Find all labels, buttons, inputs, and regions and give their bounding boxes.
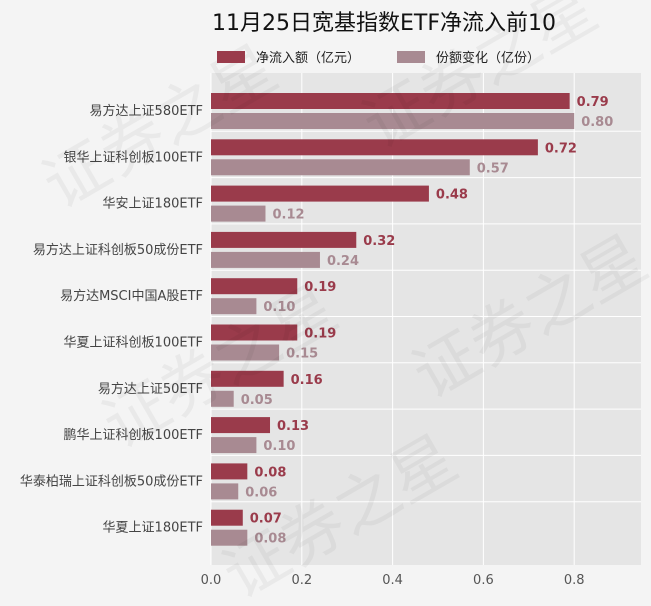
value-label-net-inflow: 0.07 — [250, 512, 282, 527]
label-layer: 0.0 0.2 0.4 0.6 0.8 0.79 0.80 易方达上证580ETF 0.72 0.… — [20, 95, 613, 588]
bar-net-inflow — [211, 278, 298, 295]
category-label: 易方达上证50ETF — [98, 381, 203, 397]
value-label-share-change: 0.15 — [286, 347, 318, 362]
value-label-net-inflow: 0.13 — [277, 419, 309, 434]
value-label-net-inflow: 0.72 — [545, 141, 577, 156]
bar-share-change — [211, 159, 470, 176]
value-label-share-change: 0.08 — [254, 532, 286, 547]
value-label-net-inflow: 0.16 — [291, 373, 323, 388]
category-label: 华夏上证180ETF — [103, 521, 203, 536]
category-label: 鹏华上证科创板100ETF — [64, 428, 203, 443]
category-label: 华安上证180ETF — [103, 197, 203, 212]
bar-share-change — [211, 390, 234, 407]
bar-share-change — [211, 483, 239, 500]
category-label: 易方达MSCI中国A股ETF — [60, 288, 203, 304]
value-label-share-change: 0.06 — [245, 485, 277, 500]
legend-swatch-net-inflow — [217, 51, 245, 63]
chart-title: 11月25日宽基指数ETF净流入前10 — [212, 11, 556, 36]
bar-net-inflow — [211, 185, 429, 202]
bar-net-inflow — [211, 417, 271, 434]
bar-share-change — [211, 251, 320, 268]
bar-net-inflow — [211, 93, 570, 109]
bar-net-inflow — [211, 370, 284, 387]
bar-share-change — [211, 113, 575, 129]
legend-swatch-share-change — [397, 51, 425, 63]
legend-label-share-change: 份额变化（亿份） — [436, 50, 540, 66]
bar-share-change — [211, 529, 248, 546]
value-label-net-inflow: 0.79 — [577, 95, 609, 110]
category-label: 易方达上证科创板50成份ETF — [33, 242, 203, 258]
x-tick-label: 0.4 — [382, 573, 403, 588]
bar-net-inflow — [211, 231, 357, 248]
category-label: 华泰柏瑞上证科创板50成份ETF — [20, 474, 203, 489]
grid-layer — [210, 73, 641, 565]
value-label-net-inflow: 0.19 — [304, 280, 336, 295]
value-label-share-change: 0.10 — [263, 439, 295, 454]
x-tick-label: 0.6 — [473, 573, 494, 588]
bar-net-inflow — [211, 463, 248, 480]
bar-share-change — [211, 298, 257, 315]
x-tick-label: 0.0 — [201, 573, 222, 588]
bar-share-change — [211, 344, 280, 361]
value-label-share-change: 0.80 — [581, 115, 613, 130]
value-label-share-change: 0.24 — [327, 254, 359, 269]
value-label-net-inflow: 0.48 — [436, 188, 468, 203]
value-label-share-change: 0.10 — [263, 300, 295, 315]
value-label-net-inflow: 0.32 — [363, 234, 395, 249]
value-label-net-inflow: 0.08 — [254, 465, 286, 480]
bar-net-inflow — [211, 509, 243, 526]
value-label-net-inflow: 0.19 — [304, 327, 336, 342]
bar-share-change — [211, 205, 266, 222]
value-label-share-change: 0.57 — [477, 161, 509, 176]
category-label: 易方达上证580ETF — [90, 103, 203, 119]
value-label-share-change: 0.12 — [272, 208, 304, 223]
bar-net-inflow — [211, 139, 538, 156]
value-label-share-change: 0.05 — [241, 393, 273, 408]
bar-share-change — [211, 437, 257, 454]
bar-layer — [211, 93, 575, 546]
x-tick-label: 0.2 — [291, 573, 312, 588]
category-label: 银华上证科创板100ETF — [64, 150, 203, 165]
bar-net-inflow — [211, 324, 298, 341]
category-label: 华夏上证科创板100ETF — [64, 336, 203, 351]
legend-label-net-inflow: 净流入额（亿元） — [256, 51, 360, 66]
legend: 净流入额（亿元） 份额变化（亿份） — [217, 50, 540, 66]
x-tick-label: 0.8 — [564, 573, 585, 588]
